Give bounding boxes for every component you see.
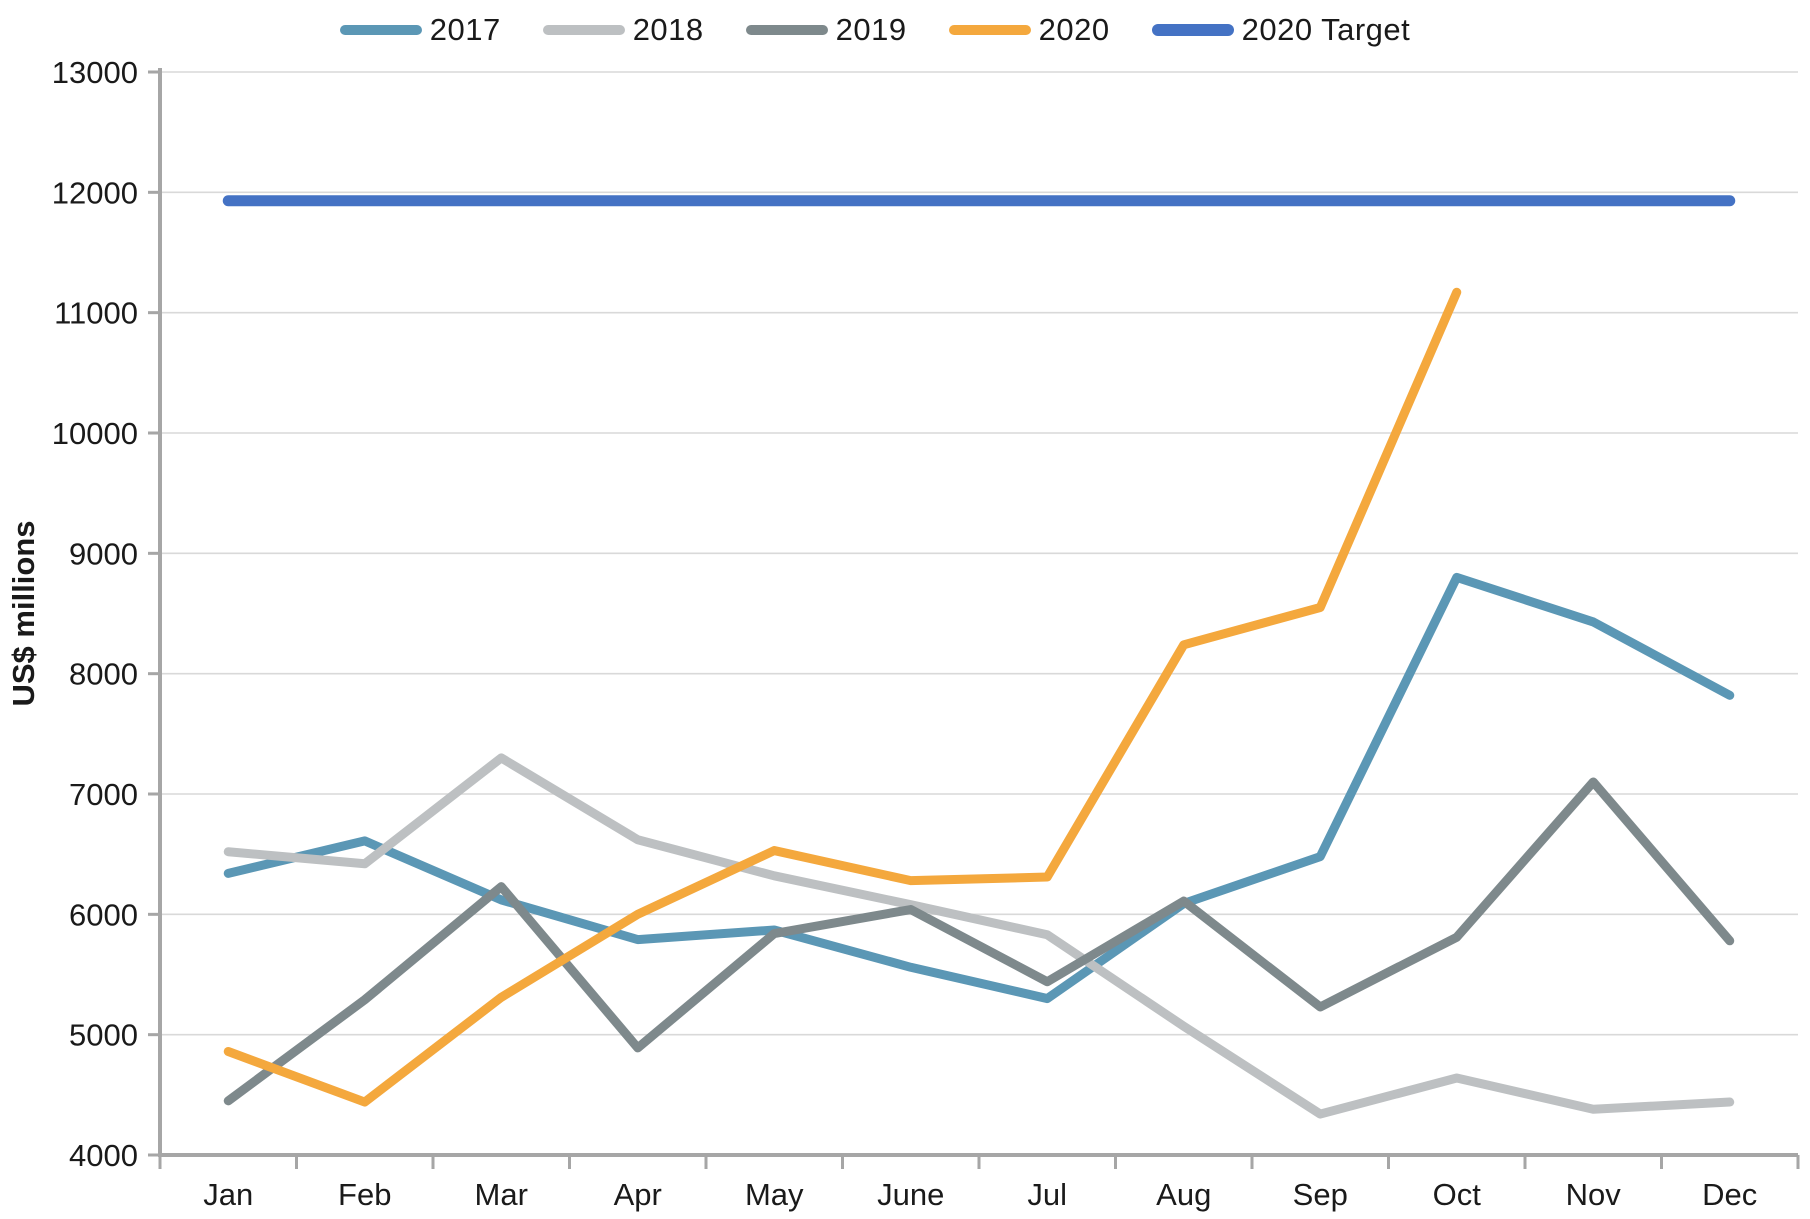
x-tick-label-feb: Feb — [338, 1177, 391, 1212]
y-tick-label-12000: 12000 — [52, 175, 138, 210]
legend-item-2018: 2018 — [542, 12, 704, 48]
legend-item-2017: 2017 — [339, 12, 501, 48]
legend-swatch-2017 — [339, 25, 422, 35]
y-axis-title: US$ millions — [6, 520, 41, 706]
series-line-2019 — [223, 777, 1735, 1106]
legend-item-2019: 2019 — [745, 12, 907, 48]
x-tick-label-oct: Oct — [1433, 1177, 1482, 1212]
x-tick-label-apr: Apr — [614, 1177, 662, 1212]
legend-swatch-2018 — [542, 25, 625, 35]
legend-label-2020: 2020 — [1038, 12, 1110, 47]
series-line-2020 — [223, 287, 1462, 1107]
x-tick-label-june: June — [877, 1177, 944, 1212]
x-tick-label-dec: Dec — [1702, 1177, 1757, 1212]
y-tick-label-6000: 6000 — [69, 897, 138, 932]
series-line-2018 — [223, 753, 1735, 1119]
y-tick-label-9000: 9000 — [69, 536, 138, 571]
y-tick-label-4000: 4000 — [69, 1138, 138, 1173]
y-tick-label-11000: 11000 — [54, 296, 138, 331]
y-tick-label-8000: 8000 — [69, 657, 138, 692]
legend-item-2020-target: 2020 Target — [1151, 12, 1411, 48]
legend-item-2020: 2020 — [948, 12, 1110, 48]
x-tick-label-may: May — [745, 1177, 804, 1212]
y-tick-label-5000: 5000 — [69, 1018, 138, 1053]
x-tick-label-jan: Jan — [203, 1177, 253, 1212]
x-tick-label-nov: Nov — [1566, 1177, 1622, 1212]
legend-swatch-2019 — [745, 25, 828, 35]
x-tick-label-jul: Jul — [1027, 1177, 1067, 1212]
legend-label-2017: 2017 — [429, 12, 501, 47]
legend-swatch-2020 — [948, 25, 1031, 35]
legend-label-2018: 2018 — [632, 12, 704, 47]
y-tick-label-10000: 10000 — [52, 416, 138, 451]
chart-legend: 2017 2018 2019 2020 2020 Target — [25, 12, 1725, 48]
series-line-2017 — [223, 572, 1735, 1004]
x-tick-label-sep: Sep — [1293, 1177, 1348, 1212]
y-tick-label-13000: 13000 — [52, 55, 138, 90]
legend-swatch-2020-target — [1151, 24, 1234, 36]
legend-label-2019: 2019 — [835, 12, 907, 47]
x-tick-label-mar: Mar — [475, 1177, 528, 1212]
legend-label-2020-target: 2020 Target — [1241, 12, 1411, 47]
y-tick-label-7000: 7000 — [69, 777, 138, 812]
x-tick-label-aug: Aug — [1156, 1177, 1211, 1212]
